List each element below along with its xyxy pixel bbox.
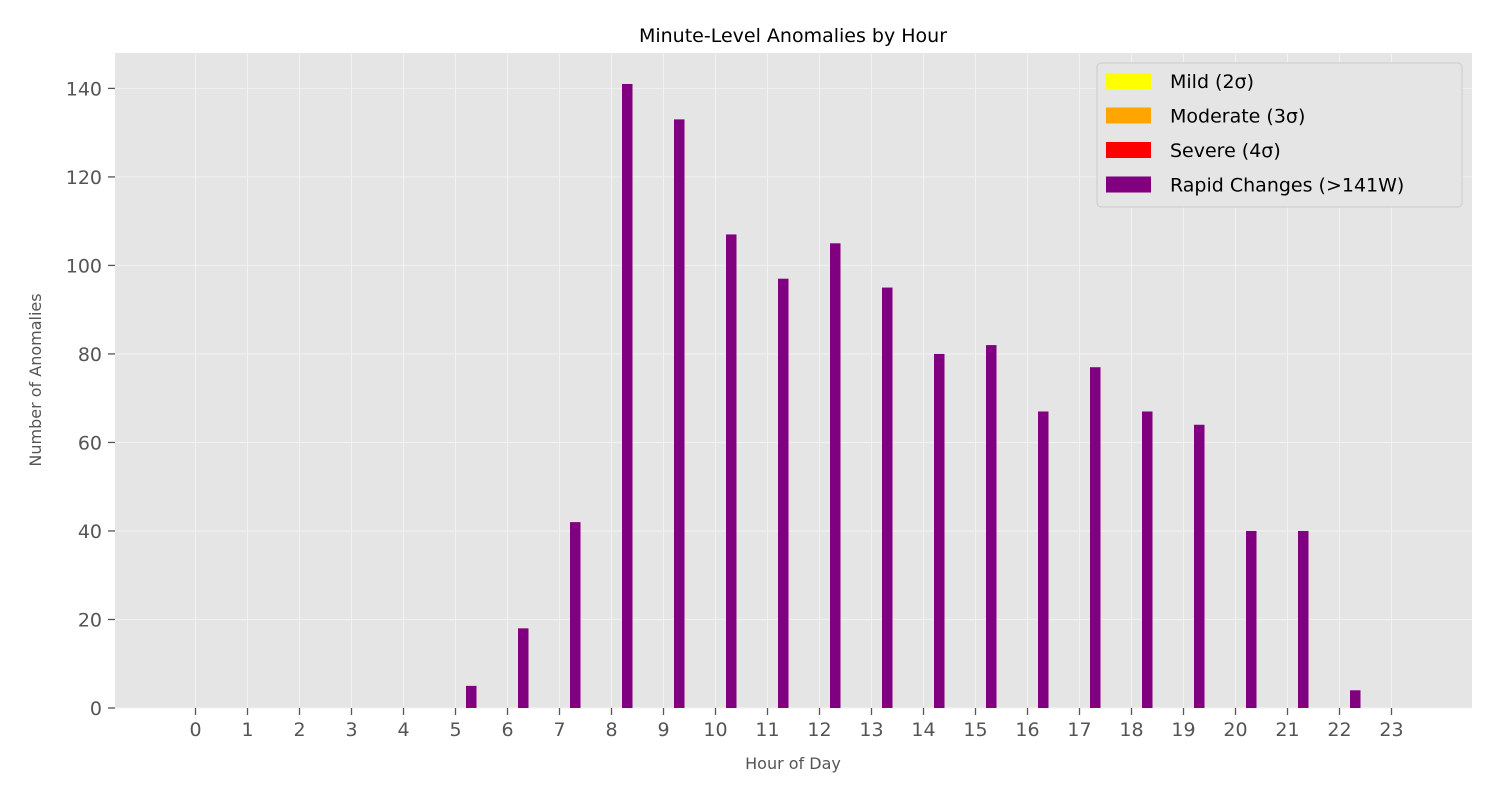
bar (830, 243, 841, 709)
chart-title: Minute-Level Anomalies by Hour (639, 25, 947, 47)
x-tick-label: 9 (657, 719, 669, 741)
bar (882, 287, 893, 708)
y-tick-label: 100 (66, 255, 102, 277)
bar (1038, 411, 1049, 708)
y-tick-label: 120 (66, 167, 102, 189)
legend-frame (1096, 62, 1463, 208)
x-tick-label: 3 (345, 719, 357, 741)
y-tick-label: 20 (78, 609, 102, 631)
x-tick-label: 7 (553, 719, 565, 741)
bar (1350, 690, 1361, 708)
y-tick-label: 80 (78, 344, 102, 366)
x-tick-label: 23 (1379, 719, 1403, 741)
x-tick-label: 13 (859, 719, 883, 741)
x-tick-label: 8 (605, 719, 617, 741)
x-tick-label: 16 (1015, 719, 1039, 741)
y-tick-label: 0 (90, 698, 102, 720)
legend-label: Moderate (3σ) (1170, 106, 1305, 128)
legend-swatch (1106, 142, 1151, 158)
bar (466, 685, 477, 708)
bar (934, 353, 945, 708)
x-axis-label: Hour of Day (745, 754, 841, 773)
bars (466, 83, 1361, 709)
bar (1246, 530, 1257, 708)
x-tick-label: 15 (963, 719, 987, 741)
x-tick-label: 20 (1223, 719, 1247, 741)
legend-label: Severe (4σ) (1170, 140, 1281, 162)
bar (726, 234, 737, 708)
legend-label: Mild (2σ) (1170, 71, 1254, 93)
bar (1194, 424, 1205, 708)
y-tick-label: 140 (66, 78, 102, 100)
y-tick-label: 60 (78, 432, 102, 454)
x-tick-label: 11 (755, 719, 779, 741)
x-tick-label: 19 (1171, 719, 1195, 741)
legend-swatch (1106, 107, 1151, 124)
x-tick-label: 0 (189, 719, 201, 741)
x-tick-label: 21 (1275, 719, 1299, 741)
x-tick-label: 18 (1119, 719, 1143, 741)
x-tick-label: 10 (703, 719, 727, 741)
x-tick-label: 12 (807, 719, 831, 741)
x-tick-label: 22 (1327, 719, 1351, 741)
legend-label: Rapid Changes (>141W) (1170, 175, 1404, 197)
bar (1298, 530, 1309, 708)
bar (778, 278, 789, 708)
x-tick-label: 5 (449, 719, 461, 741)
x-tick-label: 17 (1067, 719, 1091, 741)
legend-swatch (1106, 73, 1151, 89)
x-tick-label: 4 (397, 719, 409, 741)
x-tick-label: 1 (241, 719, 253, 741)
bar (1142, 411, 1153, 708)
bar (518, 628, 529, 708)
bar (674, 119, 685, 708)
x-tick-label: 2 (293, 719, 305, 741)
axes: 0 1 2 3 4 5 6 7 8 9 10 11 12 13 14 15 16 17 18 19 20 21 22 2302… (66, 78, 1404, 741)
y-tick-label: 40 (78, 521, 102, 543)
x-tick-label: 14 (911, 719, 935, 741)
grid (115, 53, 1472, 709)
y-axis-label: Number of Anomalies (26, 293, 45, 466)
bar (570, 522, 581, 708)
legend-swatch (1106, 176, 1151, 193)
legend: Mild (2σ) Moderate (3σ) Severe (4σ) Rapid C… (1096, 62, 1463, 208)
bar (622, 83, 633, 709)
bar (1090, 367, 1101, 708)
bar (986, 345, 997, 708)
x-tick-label: 6 (501, 719, 513, 741)
